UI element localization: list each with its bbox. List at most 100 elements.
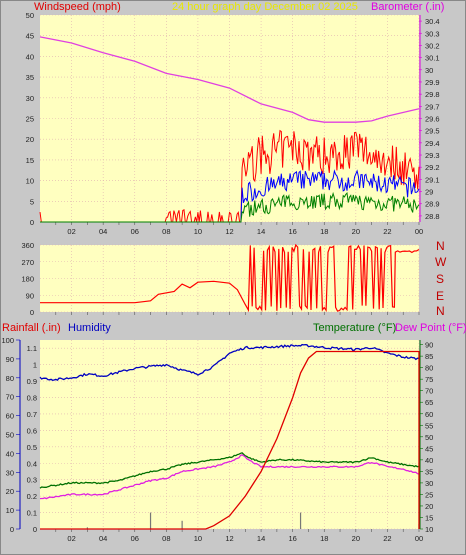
y-tick-label-temp: 45	[425, 444, 433, 453]
x-tick-label: 04	[99, 227, 107, 236]
wind-title: Windspeed (mph)	[34, 1, 121, 13]
y-tick-label-baro: 29.1	[425, 175, 440, 184]
y-tick-label-wind: 35	[26, 73, 34, 82]
y-tick-label-humidity: 30	[6, 468, 14, 477]
x-tick-label: 12	[225, 534, 233, 543]
y-tick-label-wind: 45	[26, 32, 34, 41]
x-tick-label: 10	[194, 227, 202, 236]
x-tick-label: 22	[383, 227, 391, 236]
compass-n-bottom: N	[436, 304, 445, 318]
humidity-line	[39, 343, 420, 382]
y-tick-label-humidity: 20	[6, 487, 14, 496]
y-tick-label-baro: 29.4	[425, 139, 440, 148]
x-tick-label: 04	[99, 534, 107, 543]
y-tick-label-baro: 30.1	[425, 54, 440, 63]
y-tick-label-wind: 25	[26, 115, 34, 124]
x-tick-label: 20	[352, 227, 360, 236]
y-tick-label-rain: 0	[33, 525, 37, 534]
wind-low-line	[40, 191, 420, 223]
compass-w: W	[435, 255, 447, 269]
y-tick-label-temp: 20	[425, 502, 433, 511]
x-tick-label: 10	[194, 534, 202, 543]
x-tick-label: 14	[257, 227, 265, 236]
compass-s: S	[436, 272, 444, 286]
y-tick-label-temp: 55	[425, 421, 433, 430]
rainfall-line	[40, 350, 420, 530]
y-tick-label-rain: 1	[33, 361, 37, 370]
y-tick-label-baro: 29.3	[425, 151, 440, 160]
y-tick-label-direction: 0	[30, 308, 34, 317]
y-tick-label-temp: 25	[425, 490, 433, 499]
x-tick-label: 06	[131, 227, 139, 236]
y-tick-label-temp: 50	[425, 433, 433, 442]
y-tick-label-temp: 60	[425, 410, 433, 419]
y-tick-label-temp: 85	[425, 352, 433, 361]
y-tick-label-direction: 270	[21, 258, 34, 267]
y-tick-label-baro: 29.7	[425, 102, 440, 111]
compass-e: E	[436, 289, 444, 303]
y-tick-label-rain: 0.2	[27, 492, 37, 501]
x-tick-label: 00	[415, 534, 423, 543]
y-tick-label-wind: 15	[26, 156, 34, 165]
y-tick-label-direction: 180	[21, 275, 34, 284]
date-title: 24 hour graph day December 02 2025	[172, 1, 358, 13]
x-tick-label: 08	[162, 534, 170, 543]
x-tick-label: 22	[383, 534, 391, 543]
y-tick-label-baro: 28.8	[425, 212, 440, 221]
x-tick-label: 08	[162, 227, 170, 236]
grid-lines	[40, 14, 420, 530]
humidity-title: Humidity	[68, 322, 111, 334]
y-tick-label-direction: 360	[21, 241, 34, 250]
rain-plot-area	[40, 340, 419, 529]
compass-n-top: N	[436, 239, 445, 253]
x-tick-label: 16	[288, 534, 296, 543]
y-tick-label-humidity: 40	[6, 449, 14, 458]
y-tick-label-temp: 15	[425, 513, 433, 522]
y-tick-label-temp: 65	[425, 398, 433, 407]
x-tick-label: 14	[257, 534, 265, 543]
y-tick-label-baro: 29.5	[425, 127, 440, 136]
y-tick-label-rain: 0.7	[27, 410, 37, 419]
y-tick-label-baro: 30.4	[425, 17, 440, 26]
x-tick-label: 18	[320, 534, 328, 543]
y-tick-label-rain: 0.3	[27, 476, 37, 485]
x-tick-label: 02	[67, 227, 75, 236]
y-tick-label-baro: 29	[425, 188, 433, 197]
y-tick-label-temp: 75	[425, 375, 433, 384]
y-tick-label-humidity: 80	[6, 374, 14, 383]
y-tick-label-baro: 29.6	[425, 115, 440, 124]
barometer-title: Barometer (.in)	[371, 1, 444, 13]
dewpoint-line	[39, 454, 420, 500]
rainfall-title: Rainfall (.in)	[2, 322, 61, 334]
y-tick-label-wind: 5	[30, 197, 34, 206]
y-tick-label-temp: 80	[425, 364, 433, 373]
dewpoint-title: Dew Point (°F)	[395, 322, 466, 334]
y-tick-label-wind: 20	[26, 135, 34, 144]
temperature-title: Temperature (°F)	[313, 322, 396, 334]
x-tick-label: 12	[225, 227, 233, 236]
y-tick-label-rain: 0.4	[27, 459, 37, 468]
y-tick-label-humidity: 0	[10, 525, 14, 534]
y-tick-label-baro: 30.3	[425, 29, 440, 38]
y-tick-label-baro: 29.8	[425, 90, 440, 99]
y-tick-label-wind: 30	[26, 94, 34, 103]
y-tick-label-humidity: 90	[6, 355, 14, 364]
y-tick-label-temp: 90	[425, 341, 433, 350]
x-tick-label: 02	[67, 534, 75, 543]
y-tick-label-wind: 0	[30, 218, 34, 227]
y-tick-label-baro: 30	[425, 66, 433, 75]
y-tick-label-humidity: 50	[6, 431, 14, 440]
y-tick-label-humidity: 100	[1, 336, 14, 345]
y-tick-label-rain: 0.1	[27, 509, 37, 518]
y-tick-label-temp: 40	[425, 456, 433, 465]
y-tick-label-wind: 40	[26, 52, 34, 61]
x-tick-label: 20	[352, 534, 360, 543]
y-tick-label-rain: 0.6	[27, 426, 37, 435]
y-tick-label-humidity: 10	[6, 506, 14, 515]
x-tick-label: 00	[415, 227, 423, 236]
y-tick-label-temp: 30	[425, 479, 433, 488]
y-tick-label-wind: 10	[26, 177, 34, 186]
series-layer	[39, 36, 420, 530]
